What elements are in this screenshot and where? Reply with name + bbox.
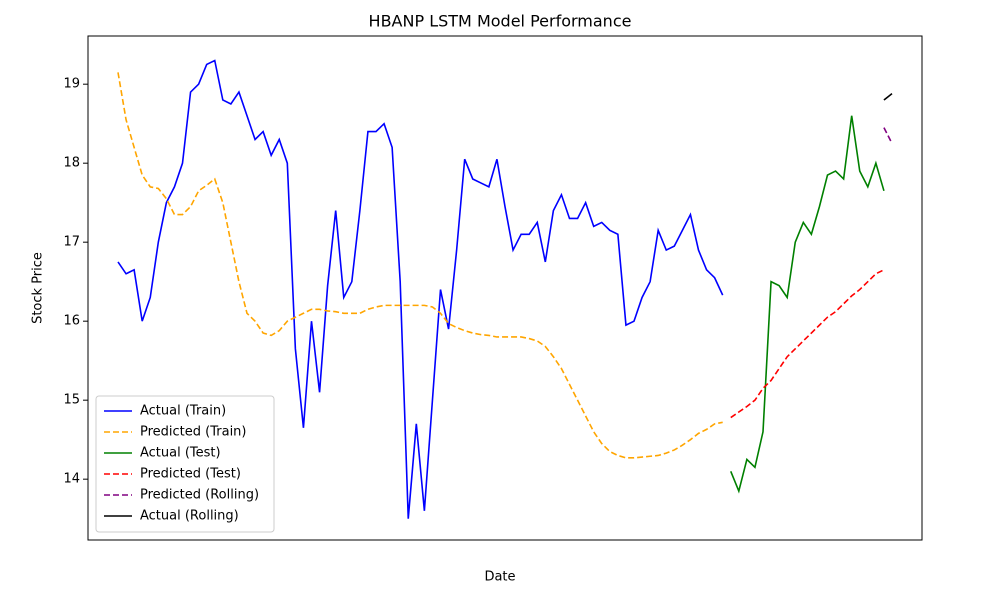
legend-label: Predicted (Test) (140, 467, 241, 482)
y-tick-label: 18 (63, 156, 80, 171)
legend-label: Predicted (Rolling) (140, 488, 259, 503)
series-line (730, 115, 885, 494)
y-tick-label: 16 (63, 314, 80, 329)
y-tick-label: 14 (63, 472, 80, 487)
plot-frame (87, 35, 923, 541)
chart-title: HBANP LSTM Model Performance (369, 12, 632, 31)
series-line (117, 72, 723, 459)
x-axis-label: Date (484, 570, 515, 585)
series-line (117, 59, 724, 519)
series-line (883, 93, 893, 101)
legend-box (95, 395, 275, 533)
series-line (730, 269, 885, 419)
y-tick-label: 19 (63, 77, 80, 92)
legend-label: Actual (Test) (140, 446, 221, 461)
legend-label: Actual (Rolling) (140, 509, 239, 524)
y-axis-label: Stock Price (31, 252, 46, 324)
legend-label: Actual (Train) (140, 404, 226, 419)
y-tick-label: 15 (63, 393, 80, 408)
series-line (883, 127, 893, 144)
legend-label: Predicted (Train) (140, 425, 247, 440)
y-tick-label: 17 (63, 235, 80, 250)
